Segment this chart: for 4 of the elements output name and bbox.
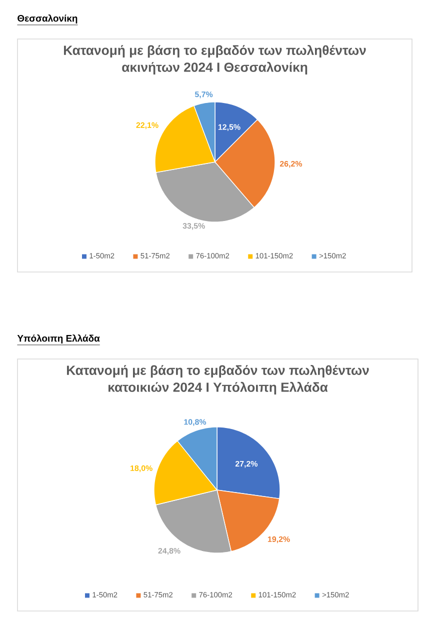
- text: Θεσσαλονίκη: [18, 14, 78, 24]
- chart-title: Κατανομή με βάση το εμβαδόν των πωληθέντων κατοικιών 2024 I Υπόλοιπη Ελλάδα: [66, 364, 369, 394]
- text: Υπόλοιπη Ελλάδα: [17, 334, 100, 344]
- chart-title: Κατανομή με βάση το εμβαδόν των πωληθέντων ακινήτων 2024 I Θεσσαλονίκη: [64, 44, 366, 74]
